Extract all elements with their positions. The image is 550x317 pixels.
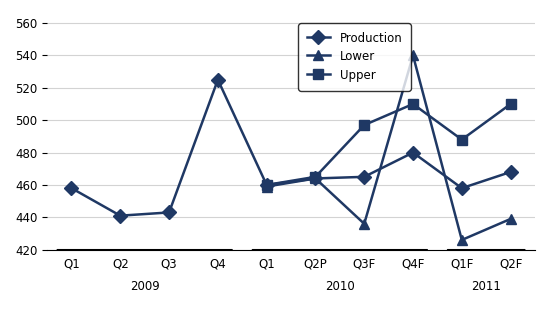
Production bbox=[361, 175, 367, 179]
Production bbox=[312, 177, 319, 180]
Production bbox=[410, 151, 416, 154]
Upper bbox=[361, 123, 367, 127]
Upper bbox=[312, 175, 319, 179]
Production bbox=[214, 78, 221, 82]
Production bbox=[507, 170, 514, 174]
Lower bbox=[361, 222, 367, 226]
Line: Production: Production bbox=[67, 75, 515, 221]
Line: Upper: Upper bbox=[262, 99, 515, 190]
Text: 2011: 2011 bbox=[471, 280, 501, 293]
Upper bbox=[410, 102, 416, 106]
Text: 2010: 2010 bbox=[325, 280, 355, 293]
Lower bbox=[410, 54, 416, 57]
Lower bbox=[312, 177, 319, 180]
Line: Lower: Lower bbox=[262, 51, 515, 245]
Upper bbox=[507, 102, 514, 106]
Production bbox=[68, 186, 75, 190]
Production bbox=[459, 186, 465, 190]
Lower bbox=[507, 217, 514, 221]
Lower bbox=[263, 184, 270, 188]
Lower bbox=[459, 238, 465, 242]
Production bbox=[166, 210, 172, 214]
Production bbox=[263, 183, 270, 187]
Text: 2009: 2009 bbox=[130, 280, 159, 293]
Upper bbox=[263, 183, 270, 187]
Upper bbox=[459, 138, 465, 141]
Production bbox=[117, 214, 124, 217]
Legend: Production, Lower, Upper: Production, Lower, Upper bbox=[298, 23, 411, 91]
